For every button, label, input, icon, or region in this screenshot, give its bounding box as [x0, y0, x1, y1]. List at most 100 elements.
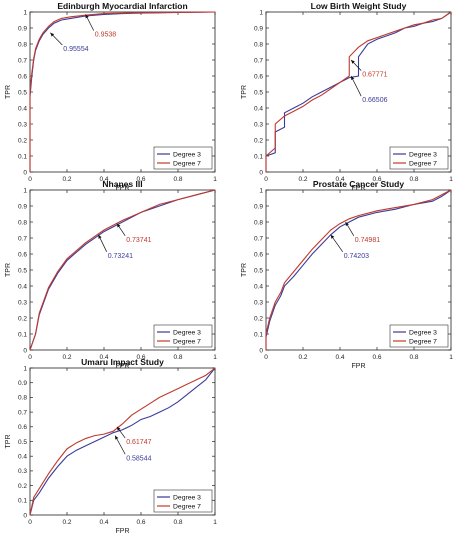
- y-tick-label: 0.1: [18, 498, 27, 505]
- y-tick-label: 0.2: [18, 315, 27, 322]
- annotation-arrowhead: [115, 435, 119, 440]
- y-axis-label: TPR: [241, 263, 248, 277]
- y-tick-label: 0.7: [18, 235, 27, 242]
- y-tick-label: 0.9: [18, 25, 27, 32]
- y-tick-label: 0.6: [18, 73, 27, 80]
- y-tick-label: 0.5: [18, 439, 27, 446]
- y-tick-label: 0: [23, 169, 27, 176]
- chart-title: Edinburgh Myocardial Infarction: [57, 1, 187, 11]
- y-tick-label: 0.4: [254, 283, 263, 290]
- y-tick-label: 0: [259, 347, 263, 354]
- chart-title: Prostate Cancer Study: [313, 179, 404, 189]
- x-tick-label: 0.2: [298, 354, 307, 361]
- chart-panel-5: 0 0.2 0.4 0.6 0.8 100.10.20.30.40.50.60.70.80…: [5, 357, 217, 533]
- annotation-label: 0.9538: [95, 32, 117, 39]
- annotation-label: 0.66506: [362, 97, 387, 104]
- y-tick-label: 1: [23, 365, 27, 372]
- legend-entry: Degree 3: [173, 495, 201, 502]
- series-line-2: [265, 189, 452, 350]
- series-line-1: [265, 11, 452, 172]
- y-tick-label: 0.5: [254, 89, 263, 96]
- y-tick-label: 0.2: [18, 483, 27, 490]
- annotation-arrowhead: [116, 426, 121, 431]
- x-tick-label: 0.8: [173, 519, 182, 526]
- chart-title: Umaru Impact Study: [81, 357, 164, 367]
- y-axis-label: TPR: [5, 85, 12, 99]
- x-tick-label: 1: [213, 176, 217, 183]
- y-tick-label: 0.2: [254, 137, 263, 144]
- y-tick-label: 0.8: [18, 219, 27, 226]
- y-tick-label: 0.6: [254, 73, 263, 80]
- x-tick-label: 0.2: [62, 354, 71, 361]
- x-axis-label: FPR: [352, 185, 366, 192]
- y-tick-label: 0.5: [254, 267, 263, 274]
- y-tick-label: 0.4: [18, 454, 27, 461]
- x-tick-label: 0.8: [409, 354, 418, 361]
- y-tick-label: 0.8: [254, 219, 263, 226]
- series-line-1: [29, 367, 216, 516]
- chart-panel-2: 0 0.2 0.4 0.6 0.8 100.10.20.30.40.50.60.70.80…: [241, 1, 453, 192]
- series-line-2: [29, 11, 216, 172]
- legend-entry: Degree 3: [409, 330, 437, 337]
- y-tick-label: 0.1: [18, 331, 27, 338]
- y-tick-label: 0.1: [18, 153, 27, 160]
- x-tick-label: 1: [449, 354, 453, 361]
- x-axis-label: FPR: [116, 528, 130, 533]
- x-axis-label: FPR: [116, 185, 130, 192]
- legend-entry: Degree 7: [173, 161, 201, 168]
- legend: Degree 3 Degree 7: [153, 489, 213, 513]
- y-tick-label: 0.9: [254, 203, 263, 210]
- x-tick-label: 0.4: [335, 176, 344, 183]
- legend-entry: Degree 3: [173, 330, 201, 337]
- annotation-arrowhead: [330, 234, 335, 239]
- y-tick-label: 0.7: [254, 57, 263, 64]
- y-tick-label: 0: [259, 169, 263, 176]
- x-tick-label: 0: [28, 519, 32, 526]
- annotation-arrowhead: [116, 223, 121, 228]
- chart-panel-1: 0 0.2 0.4 0.6 0.8 100.10.20.30.40.50.60.70.80…: [5, 1, 217, 192]
- x-tick-label: 0.6: [136, 519, 145, 526]
- y-tick-label: 0.3: [18, 299, 27, 306]
- annotation-arrowhead: [85, 14, 89, 19]
- y-axis-label: TPR: [241, 85, 248, 99]
- x-axis-label: FPR: [116, 363, 130, 370]
- y-tick-label: 0.3: [18, 468, 27, 475]
- annotation-label: 0.67771: [362, 72, 387, 79]
- annotation-label: 0.61747: [126, 439, 151, 446]
- x-axis-label: FPR: [352, 363, 366, 370]
- y-tick-label: 0.3: [18, 121, 27, 128]
- y-tick-label: 0.8: [18, 395, 27, 402]
- plot-area: [29, 189, 216, 351]
- x-tick-label: 0: [28, 176, 32, 183]
- chart-panel-3: 0 0.2 0.4 0.6 0.8 100.10.20.30.40.50.60.70.80…: [5, 179, 217, 370]
- annotation-label: 0.74203: [344, 253, 369, 260]
- x-tick-label: 0.8: [409, 176, 418, 183]
- y-tick-label: 1: [259, 9, 263, 16]
- y-tick-label: 1: [259, 187, 263, 194]
- y-tick-label: 0.8: [254, 41, 263, 48]
- y-tick-label: 0: [23, 347, 27, 354]
- x-tick-label: 1: [213, 519, 217, 526]
- y-tick-label: 0.5: [18, 89, 27, 96]
- x-tick-label: 0: [264, 176, 268, 183]
- annotation-arrowhead: [50, 32, 55, 37]
- y-tick-label: 1: [23, 187, 27, 194]
- legend: Degree 3 Degree 7: [153, 146, 213, 170]
- annotation-label: 0.73741: [126, 237, 151, 244]
- x-tick-label: 0.6: [372, 176, 381, 183]
- legend-entry: Degree 3: [173, 152, 201, 159]
- y-tick-label: 0.7: [18, 57, 27, 64]
- legend-entry: Degree 7: [409, 161, 437, 168]
- annotation-label: 0.74981: [355, 237, 380, 244]
- x-tick-label: 0.2: [62, 176, 71, 183]
- legend-entry: Degree 7: [409, 339, 437, 346]
- x-tick-label: 0.6: [372, 354, 381, 361]
- y-tick-label: 0.4: [254, 105, 263, 112]
- y-tick-label: 0.1: [254, 331, 263, 338]
- y-tick-label: 0.3: [254, 121, 263, 128]
- annotation-label: 0.58544: [126, 455, 151, 462]
- y-axis-label: TPR: [5, 435, 12, 449]
- y-tick-label: 0.4: [18, 283, 27, 290]
- y-tick-label: 0.7: [254, 235, 263, 242]
- annotation-arrow: [350, 75, 362, 97]
